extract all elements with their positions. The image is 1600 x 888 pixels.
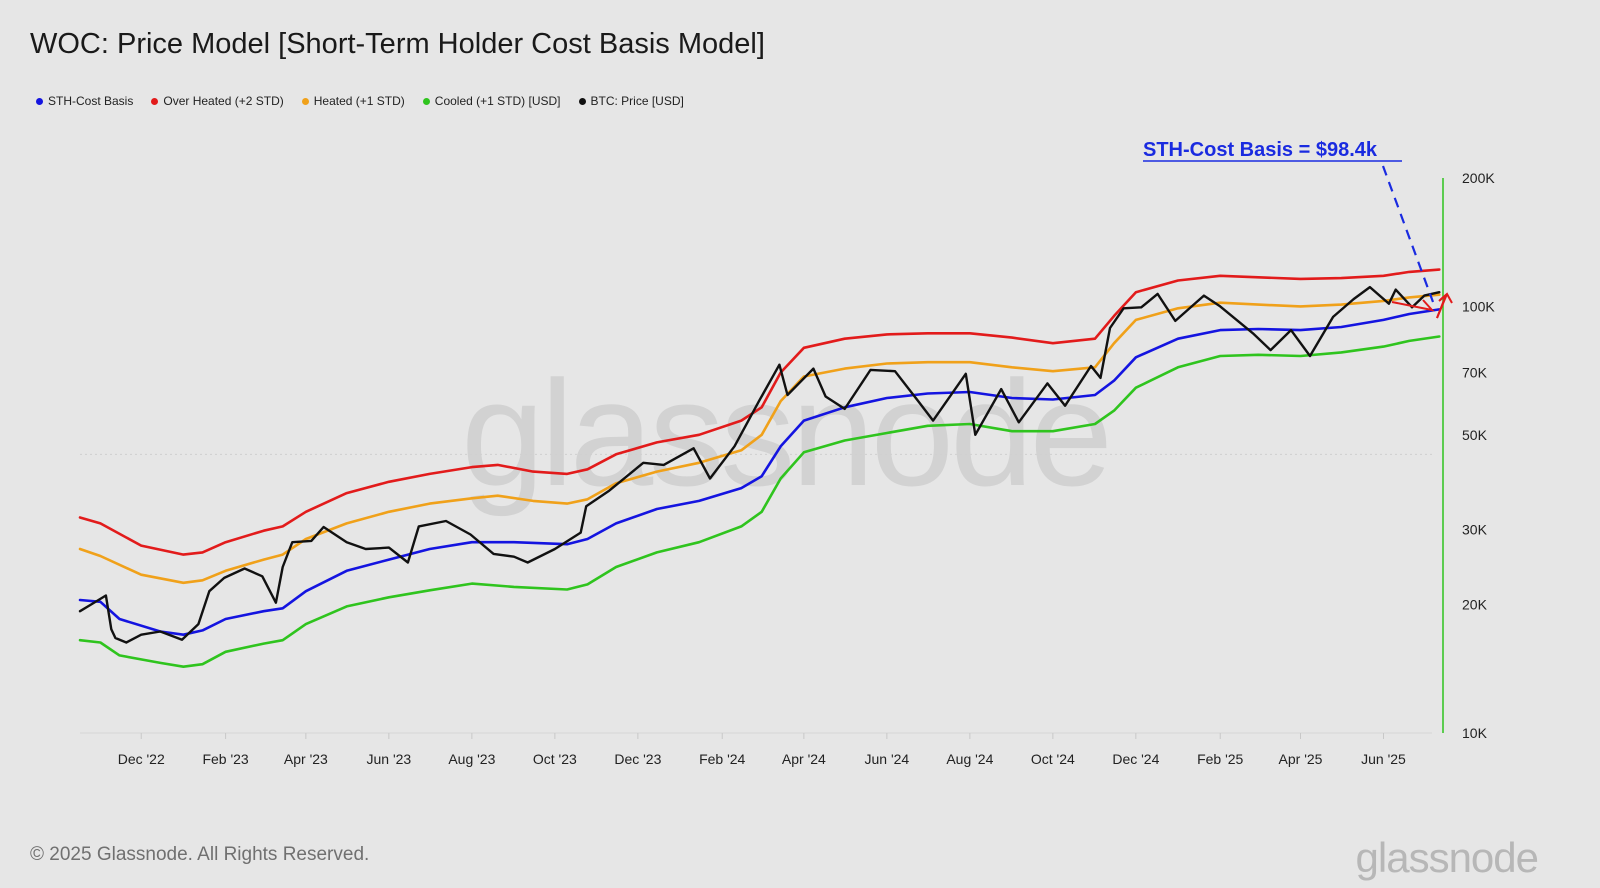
x-tick-label: Feb '24 [699, 751, 745, 767]
legend-swatch [301, 97, 309, 105]
y-tick-label: 50K [1462, 427, 1488, 443]
legend-label: STH-Cost Basis [48, 94, 134, 108]
series-line-btc-price-usd [78, 285, 1441, 644]
footer-copyright: © 2025 Glassnode. All Rights Reserved. [30, 844, 370, 865]
legend-label: BTC: Price [USD] [590, 94, 684, 108]
glassnode-logo: glassnode [1355, 834, 1539, 881]
axis-layer: 200K 100K 70K 50K 30K 20K 10K Dec '22 Feb '23 Apr… [118, 170, 1496, 767]
x-tick-label: Jun '25 [1361, 751, 1406, 767]
x-tick-label: Feb '23 [202, 751, 248, 767]
y-tick-label: 30K [1462, 521, 1488, 537]
y-tick-label: 100K [1462, 298, 1495, 314]
legend-swatch [151, 97, 159, 105]
watermark-text: glassnode [461, 349, 1109, 517]
y-tick-label: 70K [1462, 364, 1488, 380]
x-tick-label: Aug '24 [946, 751, 993, 767]
x-tick-label: Apr '23 [284, 751, 328, 767]
x-tick-label: Dec '24 [1112, 751, 1159, 767]
legend-label: Heated (+1 STD) [313, 94, 405, 108]
legend-swatch [422, 97, 430, 105]
legend-item-sth-cost-basis[interactable]: STH-Cost Basis [36, 94, 133, 108]
series-line-sth-cost-basis [78, 308, 1441, 637]
legend-label: Cooled (+1 STD) [USD] [434, 94, 561, 108]
y-tick-label: 200K [1462, 170, 1495, 186]
x-tick-label: Jun '24 [864, 751, 909, 767]
x-tick-label: Oct '24 [1031, 751, 1075, 767]
legend-swatch [578, 97, 586, 105]
legend-item-btc-price[interactable]: BTC: Price [USD] [578, 94, 684, 108]
legend-swatch [36, 97, 43, 105]
chart-title: WOC: Price Model [Short-Term Holder Cost… [30, 28, 765, 60]
x-tick-label: Apr '24 [782, 751, 826, 767]
x-tick-label: Jun '23 [367, 751, 412, 767]
annotation-layer: STH-Cost Basis = $98.4k [1143, 139, 1453, 319]
grid-layer [80, 453, 1432, 734]
series-line-over-heated-2-std [78, 268, 1441, 556]
sth-cost-basis-annotation: STH-Cost Basis = $98.4k [1143, 139, 1378, 161]
x-tick-label: Aug '23 [448, 751, 495, 767]
legend-label: Over Heated (+2 STD) [163, 94, 284, 108]
legend-item-cooled[interactable]: Cooled (+1 STD) [USD] [422, 94, 561, 108]
red-arrow-down-icon [1391, 299, 1435, 312]
legend-item-over-heated[interactable]: Over Heated (+2 STD) [151, 94, 284, 108]
x-tick-label: Apr '25 [1279, 751, 1323, 767]
x-tick-label: Dec '22 [118, 751, 165, 767]
series-line-cooled-1-std-usd [78, 335, 1441, 669]
y-tick-label: 10K [1462, 725, 1488, 741]
y-tick-label: 20K [1462, 597, 1488, 613]
x-tick-label: Oct '23 [533, 751, 577, 767]
x-tick-label: Dec '23 [614, 751, 661, 767]
x-tick-label: Feb '25 [1197, 751, 1243, 767]
chart-legend: STH-Cost Basis Over Heated (+2 STD) Heat… [36, 94, 684, 108]
red-arrow-up-head [1438, 292, 1453, 304]
series-layer [78, 268, 1441, 669]
legend-item-heated[interactable]: Heated (+1 STD) [301, 94, 405, 108]
red-arrow-up-shaft [1436, 293, 1448, 319]
annotation-dashed-pointer [1381, 165, 1435, 303]
